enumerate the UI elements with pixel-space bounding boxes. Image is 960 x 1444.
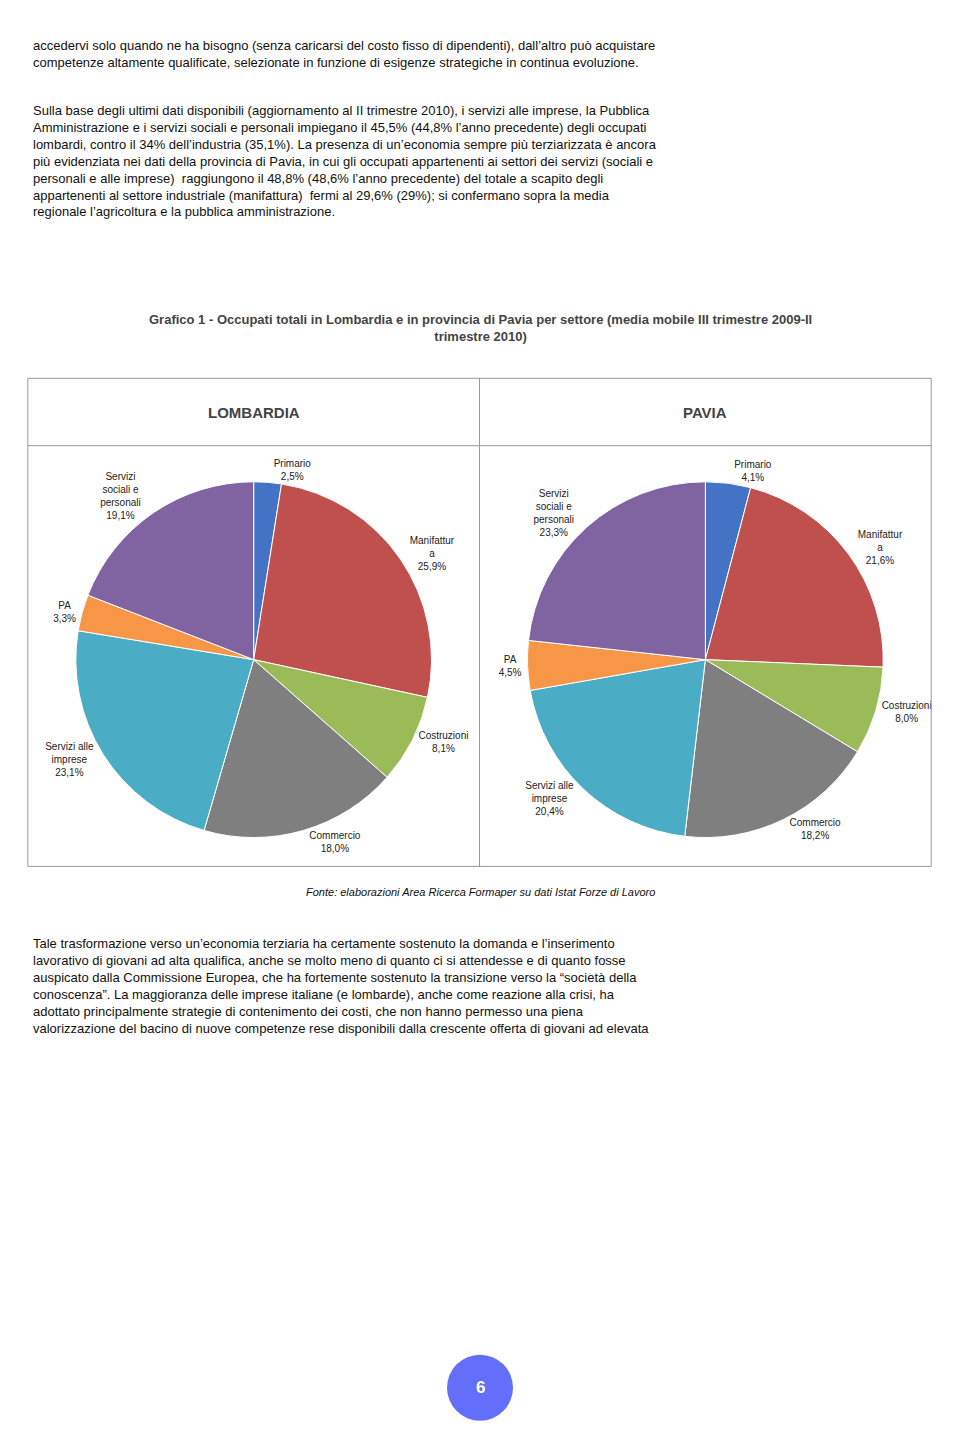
svg-text:Servizisociali epersonali19,1%: Servizisociali epersonali19,1%	[100, 471, 141, 521]
svg-text:LOMBARDIA: LOMBARDIA	[208, 404, 300, 421]
svg-text:Servizi alleimprese20,4%: Servizi alleimprese20,4%	[525, 780, 574, 817]
svg-text:Costruzioni8,1%: Costruzioni8,1%	[418, 730, 468, 754]
svg-text:Sulla base degli ultimi dati d: Sulla base degli ultimi dati disponibili…	[33, 103, 657, 219]
svg-text:Commercio18,2%: Commercio18,2%	[790, 817, 842, 841]
svg-text:Commercio18,0%: Commercio18,0%	[309, 830, 361, 854]
svg-text:Manifattura21,6%: Manifattura21,6%	[858, 529, 903, 566]
svg-text:accedervi solo quando ne ha bi: accedervi solo quando ne ha bisogno (sen…	[33, 38, 655, 70]
svg-text:Tale trasformazione verso un’e: Tale trasformazione verso un’economia te…	[33, 936, 649, 1036]
svg-text:PA3,3%: PA3,3%	[53, 600, 76, 624]
svg-text:Fonte: elaborazioni Area Ricer: Fonte: elaborazioni Area Ricerca Formape…	[306, 886, 655, 898]
svg-text:Servizi alleimprese23,1%: Servizi alleimprese23,1%	[45, 741, 94, 778]
svg-text:Servizisociali epersonali23,3%: Servizisociali epersonali23,3%	[533, 488, 574, 538]
svg-text:Primario4,1%: Primario4,1%	[734, 459, 772, 483]
svg-text:Manifattura25,9%: Manifattura25,9%	[410, 535, 455, 572]
svg-text:Grafico 1 - Occupati totali in: Grafico 1 - Occupati totali in Lombardia…	[149, 312, 812, 344]
svg-text:PA4,5%: PA4,5%	[499, 654, 522, 678]
svg-text:Costruzioni8,0%: Costruzioni8,0%	[882, 700, 932, 724]
svg-text:Primario2,5%: Primario2,5%	[274, 458, 312, 482]
svg-text:PAVIA: PAVIA	[683, 404, 727, 421]
svg-text:6: 6	[476, 1378, 485, 1397]
